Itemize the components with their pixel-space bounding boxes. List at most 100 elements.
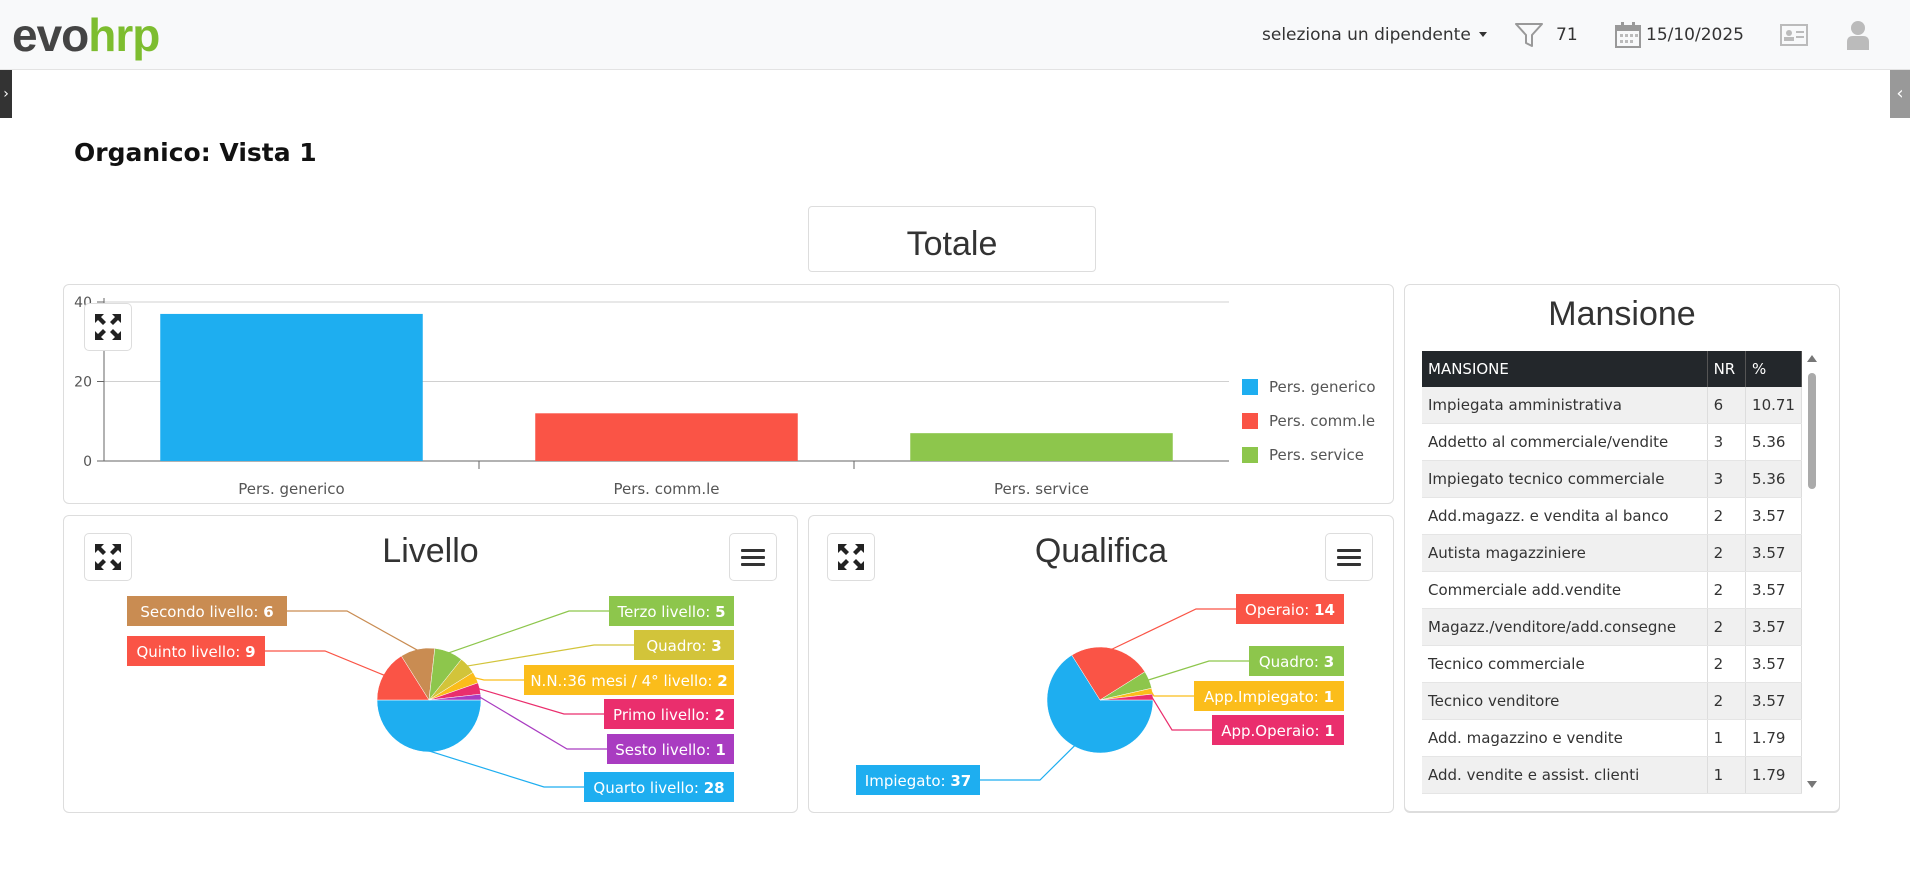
user-icon (1847, 20, 1869, 50)
bar[interactable] (535, 413, 798, 461)
callout-connector (478, 688, 604, 715)
cell-percent: 3.57 (1745, 682, 1802, 720)
data-label: Sesto livello: 1 (615, 741, 726, 759)
data-label-box (524, 665, 734, 695)
cell-nr: 1 (1707, 756, 1747, 794)
x-tick-label: Pers. generico (238, 480, 345, 498)
livello-panel: Livello Quarto livello: 28 Quinto livello… (63, 515, 798, 813)
filter-button[interactable]: 71 (1514, 0, 1578, 69)
legend-item[interactable]: Pers. service (1269, 446, 1364, 464)
id-card-button[interactable] (1780, 0, 1808, 69)
legend-swatch (1242, 379, 1258, 395)
data-label-box (127, 596, 287, 626)
livello-menu-button[interactable] (729, 533, 777, 581)
data-label-box (1236, 594, 1344, 624)
x-tick-label: Pers. service (994, 480, 1089, 498)
table-row[interactable]: Add. vendite e assist. clienti 1 1.79 (1422, 756, 1802, 794)
qualifica-menu-button[interactable] (1325, 533, 1373, 581)
cell-mansione: Tecnico commerciale (1422, 645, 1708, 683)
callout-connector (428, 750, 584, 788)
pie-slice[interactable] (376, 699, 482, 753)
table-row[interactable]: Impiegata amministrativa 6 10.71 (1422, 387, 1802, 424)
hamburger-menu-icon (1337, 545, 1361, 570)
table-row[interactable]: Tecnico venditore 2 3.57 (1422, 682, 1802, 720)
data-label: N.N.:36 mesi / 4° livello: 2 (530, 672, 727, 690)
table-row[interactable]: Add. magazzino e vendite 1 1.79 (1422, 719, 1802, 757)
callout-connector (980, 745, 1076, 781)
qualifica-expand-button[interactable] (827, 533, 875, 581)
filter-icon (1515, 22, 1543, 47)
column-header-nr[interactable]: NR (1707, 351, 1747, 387)
column-header-mansione[interactable]: MANSIONE (1422, 351, 1708, 387)
cell-nr: 3 (1707, 460, 1747, 498)
livello-pie-chart: Quarto livello: 28 Quinto livello: 9 Secon… (127, 596, 734, 802)
table-row[interactable]: Add.magazz. e vendita al banco 2 3.57 (1422, 497, 1802, 535)
pie-slice[interactable] (1071, 646, 1146, 701)
data-label: Terzo livello: 5 (616, 603, 725, 621)
app-logo[interactable]: evohrp (12, 9, 160, 61)
table-row[interactable]: Addetto al commerciale/vendite 3 5.36 (1422, 423, 1802, 461)
y-tick-label: 20 (74, 375, 92, 391)
scroll-down-arrow-icon[interactable] (1807, 781, 1817, 788)
data-label-box (634, 630, 734, 660)
callout-connector (474, 677, 524, 681)
cell-mansione: Impiegata amministrativa (1422, 387, 1708, 424)
data-label-box (856, 765, 980, 795)
table-row[interactable]: Autista magazziniere 2 3.57 (1422, 534, 1802, 572)
bar[interactable] (910, 433, 1173, 461)
table-row[interactable]: Impiegato tecnico commerciale 3 5.36 (1422, 460, 1802, 498)
data-label: Quadro: 3 (646, 637, 721, 655)
cell-mansione: Tecnico venditore (1422, 682, 1708, 720)
cell-nr: 2 (1707, 571, 1747, 609)
chevron-left-icon: ‹ (1896, 83, 1904, 104)
totale-title: Totale (808, 206, 1096, 272)
data-label-box (1194, 681, 1344, 711)
scroll-thumb[interactable] (1808, 373, 1816, 489)
table-row[interactable]: Commerciale add.vendite 2 3.57 (1422, 571, 1802, 609)
caret-down-icon (1478, 32, 1487, 37)
cell-nr: 2 (1707, 608, 1747, 646)
cell-nr: 1 (1707, 719, 1747, 757)
livello-expand-button[interactable] (84, 533, 132, 581)
user-menu-button[interactable] (1845, 0, 1871, 69)
qualifica-title: Qualifica (1034, 532, 1168, 570)
cell-mansione: Add. magazzino e vendite (1422, 719, 1708, 757)
cell-nr: 2 (1707, 682, 1747, 720)
legend-item[interactable]: Pers. generico (1269, 378, 1376, 396)
column-header-percent[interactable]: % (1745, 351, 1802, 387)
cell-percent: 1.79 (1745, 719, 1802, 757)
bar[interactable] (160, 313, 423, 461)
cell-nr: 6 (1707, 387, 1747, 424)
legend-item[interactable]: Pers. comm.le (1269, 412, 1375, 430)
left-panel-toggle[interactable]: › (0, 70, 12, 118)
data-label-box (1212, 715, 1344, 745)
data-label: Operaio: 14 (1245, 601, 1335, 619)
totale-expand-button[interactable] (84, 303, 132, 351)
date-picker[interactable]: 15/10/2025 (1614, 0, 1744, 69)
table-header-row: MANSIONE NR % (1422, 351, 1802, 387)
data-label: Quinto livello: 9 (136, 643, 255, 661)
data-label-box (127, 636, 265, 666)
employee-select-label: seleziona un dipendente (1262, 24, 1471, 45)
filter-count: 71 (1556, 24, 1578, 45)
livello-title: Livello (382, 532, 479, 570)
cell-percent: 10.71 (1745, 387, 1802, 424)
data-label: Secondo livello: 6 (140, 603, 273, 621)
legend-swatch (1242, 447, 1258, 463)
callout-connector (479, 696, 607, 750)
right-panel-toggle[interactable]: ‹ (1890, 70, 1910, 118)
table-row[interactable]: Tecnico commerciale 2 3.57 (1422, 645, 1802, 683)
x-tick-label: Pers. comm.le (613, 480, 719, 498)
data-label-box (584, 772, 734, 802)
cell-percent: 3.57 (1745, 497, 1802, 535)
table-scrollbar[interactable] (1806, 351, 1818, 791)
chevron-right-icon: › (3, 86, 9, 102)
hamburger-menu-icon (741, 545, 765, 570)
top-bar: evohrp seleziona un dipendente 71 15/10/… (0, 0, 1910, 70)
employee-select[interactable]: seleziona un dipendente (1262, 0, 1487, 69)
scroll-up-arrow-icon[interactable] (1807, 355, 1817, 362)
expand-icon (838, 544, 864, 570)
table-row[interactable]: Magazz./venditore/add.consegne 2 3.57 (1422, 608, 1802, 646)
cell-mansione: Autista magazziniere (1422, 534, 1708, 572)
cell-nr: 2 (1707, 497, 1747, 535)
